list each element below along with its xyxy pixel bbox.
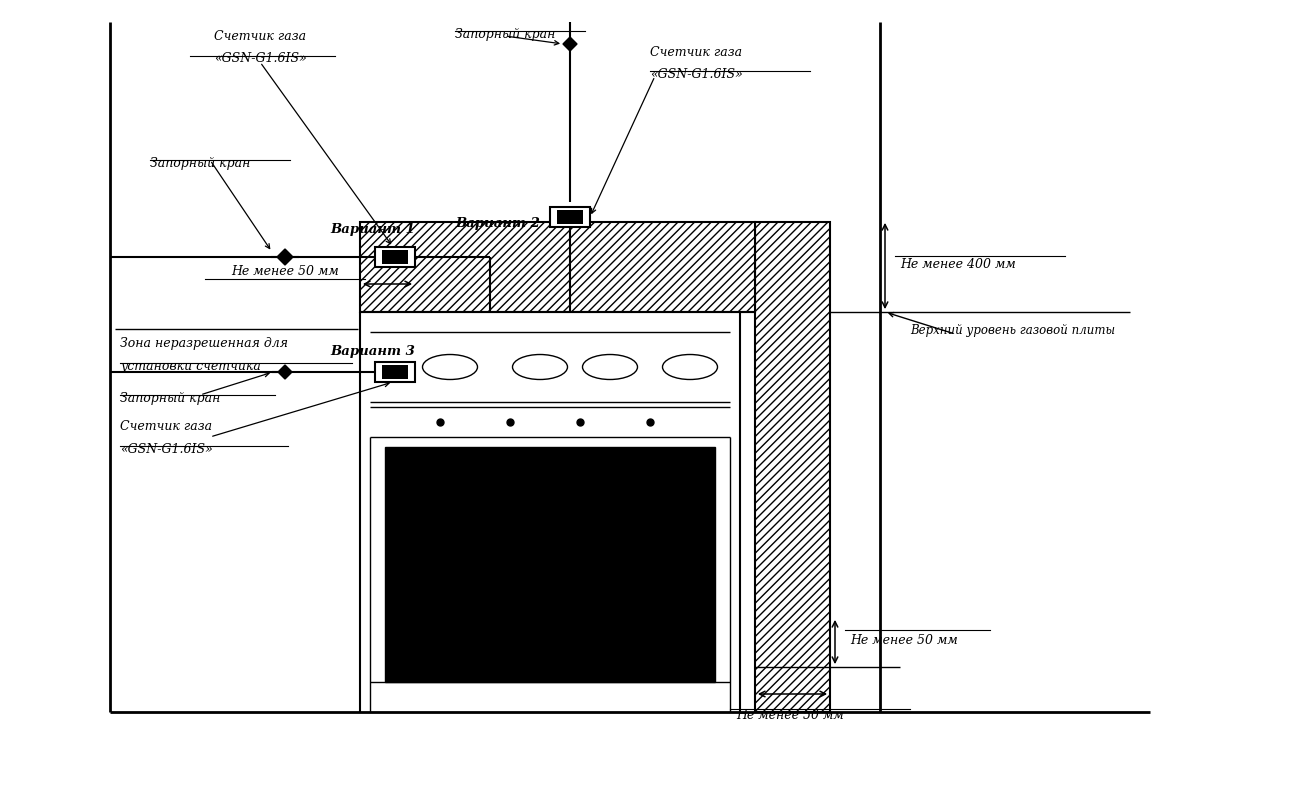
Bar [382, 250, 408, 264]
Text: Вариант 2: Вариант 2 [455, 217, 540, 230]
Text: Вариант 3: Вариант 3 [329, 346, 415, 358]
Ellipse shape [422, 354, 478, 379]
Bar [385, 447, 714, 682]
Bar [382, 365, 408, 379]
Text: Не менее 50 мм: Не менее 50 мм [736, 709, 844, 722]
Ellipse shape [583, 354, 637, 379]
Bar [557, 210, 583, 224]
Polygon shape [276, 249, 293, 265]
Text: Счетчик газа: Счетчик газа [650, 46, 742, 59]
Ellipse shape [663, 354, 717, 379]
Text: Счетчик газа: Счетчик газа [214, 30, 306, 43]
Text: Счетчик газа: Счетчик газа [120, 420, 212, 433]
Text: Запорный кран: Запорный кран [455, 28, 556, 41]
Text: Не менее 50 мм: Не менее 50 мм [231, 265, 339, 278]
Text: «GSN-G1.6IS»: «GSN-G1.6IS» [213, 52, 306, 65]
Text: Верхний уровень газовой плиты: Верхний уровень газовой плиты [910, 324, 1115, 337]
Text: «GSN-G1.6IS»: «GSN-G1.6IS» [650, 68, 743, 81]
Text: Зона неразрешенная для: Зона неразрешенная для [120, 337, 288, 350]
Ellipse shape [513, 354, 567, 379]
Bar [755, 222, 829, 712]
Bar [360, 222, 755, 312]
FancyBboxPatch shape [375, 247, 415, 267]
Text: Не менее 50 мм: Не менее 50 мм [850, 634, 957, 646]
Text: Запорный кран: Запорный кран [150, 157, 251, 170]
Polygon shape [278, 365, 292, 379]
Text: Запорный кран: Запорный кран [120, 392, 221, 405]
FancyBboxPatch shape [375, 362, 415, 382]
Text: Не менее 400 мм: Не менее 400 мм [901, 257, 1016, 270]
Text: Вариант 1: Вариант 1 [329, 224, 415, 237]
Text: установки счетчика: установки счетчика [120, 360, 261, 373]
Text: «GSN-G1.6IS»: «GSN-G1.6IS» [120, 443, 213, 456]
FancyBboxPatch shape [550, 207, 590, 227]
Polygon shape [563, 37, 578, 51]
